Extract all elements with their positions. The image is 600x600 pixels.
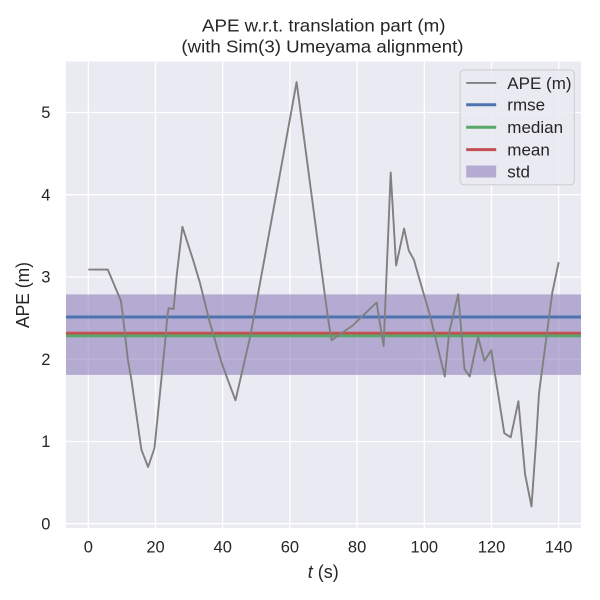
svg-text:(with Sim(3) Umeyama alignment: (with Sim(3) Umeyama alignment) (181, 36, 463, 56)
svg-text:80: 80 (348, 539, 366, 557)
svg-text:median: median (507, 118, 563, 137)
svg-text:0: 0 (41, 515, 50, 533)
svg-text:40: 40 (214, 539, 232, 557)
svg-text:APE w.r.t. translation part (m: APE w.r.t. translation part (m) (202, 16, 446, 36)
svg-text:100: 100 (411, 539, 439, 557)
svg-text:t (s): t (s) (308, 562, 339, 582)
svg-text:APE (m): APE (m) (507, 74, 571, 93)
svg-text:0: 0 (84, 539, 93, 557)
svg-text:mean: mean (507, 141, 550, 160)
svg-text:140: 140 (545, 539, 573, 557)
svg-text:60: 60 (281, 539, 299, 557)
svg-text:3: 3 (41, 269, 50, 287)
svg-text:APE (m): APE (m) (13, 262, 33, 328)
svg-text:20: 20 (146, 539, 164, 557)
svg-text:120: 120 (478, 539, 506, 557)
svg-text:4: 4 (41, 186, 50, 204)
svg-text:rmse: rmse (507, 96, 545, 115)
svg-text:std: std (507, 162, 530, 181)
svg-text:2: 2 (41, 351, 50, 369)
svg-text:5: 5 (41, 104, 50, 122)
svg-text:1: 1 (41, 433, 50, 451)
